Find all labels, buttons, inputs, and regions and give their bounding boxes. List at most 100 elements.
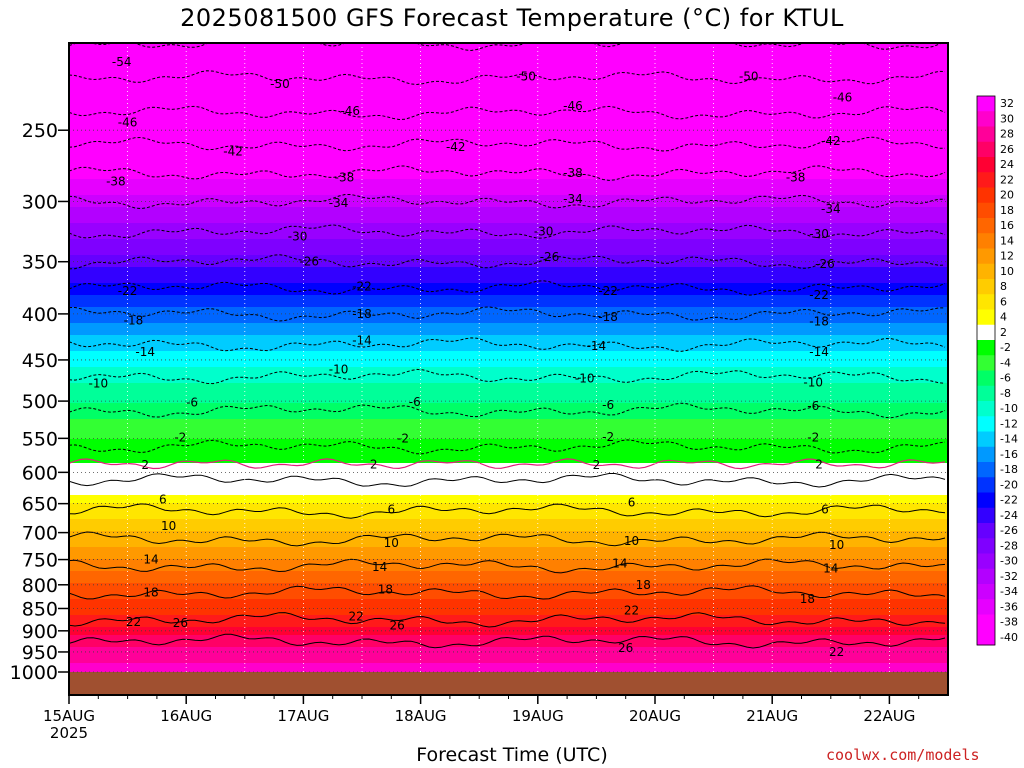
isotherm-line [69,224,946,239]
colorbar-swatch [977,614,995,631]
colorbar-label: 28 [1000,128,1014,141]
colorbar-swatch [977,446,995,463]
colorbar-swatch [977,416,995,432]
isotherm-line [69,306,945,322]
colorbar-label: 32 [1000,97,1014,110]
temperature-band [69,627,948,635]
x-axis: 15AUG 16AUG 17AUG 18AUG 19AUG 20AUG 21AUG 22AUG… [43,695,920,742]
colorbar-label: -4 [1000,356,1011,369]
x-tick-label: 21AUG [746,707,798,725]
contour-label: 2 [141,458,149,472]
contour-label: 14 [612,557,627,571]
temperature-band [69,647,948,663]
x-tick-year: 2025 [50,724,88,742]
contour-label: -42 [821,134,841,148]
temperature-band [69,503,948,519]
watermark: coolwx.com/models [826,746,980,764]
contour-label: -10 [803,376,823,390]
colorbar-label: -12 [1000,417,1018,430]
colorbar-swatch [977,355,995,371]
isotherm-line [69,194,946,210]
colorbar-label: -16 [1000,448,1018,461]
y-tick-label: 400 [22,304,58,326]
y-tick-label: 900 [22,621,58,643]
temperature-band [69,255,948,267]
temperature-band [69,179,948,195]
freezing-line [69,458,946,470]
y-tick-label: 700 [22,523,58,545]
colorbar-label: -6 [1000,372,1011,385]
contour-label: 14 [372,560,387,574]
colorbar-label: 18 [1000,204,1014,217]
temperature-band [69,495,948,503]
colorbar-label: 20 [1000,189,1014,202]
temperature-heatmap [69,43,948,672]
colorbar-swatch [977,172,995,188]
contour-label: 18 [378,583,393,597]
contour-label: -46 [340,104,360,118]
colorbar-label: -38 [1000,616,1018,629]
contour-label: -34 [821,202,841,216]
isotherm-line [69,337,946,352]
temperature-band [69,367,948,383]
colorbar-swatch [977,294,995,310]
contour-label: 14 [823,561,838,575]
isotherm-line [69,633,946,649]
contour-label: 10 [624,534,639,548]
contour-label: -14 [352,333,372,347]
contour-label: -50 [516,70,536,84]
colorbar-label: -22 [1000,494,1018,507]
contour-label: -2 [397,431,409,445]
contour-label: -6 [186,396,198,410]
colorbar-swatch [977,248,995,265]
temperature-band [69,351,948,367]
contour-label: -50 [739,70,759,84]
colorbar-swatch [977,157,995,173]
contour-label: -34 [563,192,583,206]
colorbar-label: -40 [1000,631,1018,644]
y-tick-label: 250 [22,120,58,142]
colorbar-label: 22 [1000,173,1014,186]
contour-label: 6 [387,503,395,517]
isotherm-line [69,368,946,385]
colorbar-frame [976,95,996,646]
temperature-band [69,663,948,672]
contour-label: -26 [815,257,835,271]
contour-label: -14 [809,345,829,359]
isotherm-line [69,473,946,488]
x-tick-label: 19AUG [512,707,564,725]
colorbar-label: -14 [1000,433,1018,446]
contour-label: -22 [809,288,829,302]
contour-label: -18 [598,310,618,324]
contour-label: -46 [563,99,583,113]
y-tick-label: 350 [22,252,58,274]
contour-label: -18 [809,315,829,329]
contour-label: -2 [174,431,186,445]
contour-label: -38 [106,174,126,188]
y-tick-label: 750 [22,550,58,572]
colorbar-label: -36 [1000,600,1018,613]
temperature-band [69,335,948,351]
colorbar-label: 24 [1000,158,1014,171]
colorbar-swatch [977,202,995,219]
colorbar-swatch [977,401,995,417]
isotherm-line [69,503,946,519]
colorbar-swatch [977,538,995,554]
temperature-band [69,547,948,559]
temperature-band [69,531,948,547]
colorbar-swatch [977,340,995,356]
contour-label: 6 [821,503,829,517]
temperature-band [69,195,948,207]
colorbar-label: -34 [1000,585,1018,598]
temperature-band [69,43,948,179]
contour-label: -30 [534,225,554,239]
x-tick-label: 17AUG [277,707,329,725]
isotherm-line [69,402,946,419]
contour-label: -30 [809,227,829,241]
colorbar-swatch [977,233,995,249]
colorbar-label: 2 [1000,326,1007,339]
y-axis: 2503003504004505005506006507007508008509… [10,120,69,684]
x-tick-label: 18AUG [395,707,447,725]
x-tick-label: 16AUG [160,707,212,725]
